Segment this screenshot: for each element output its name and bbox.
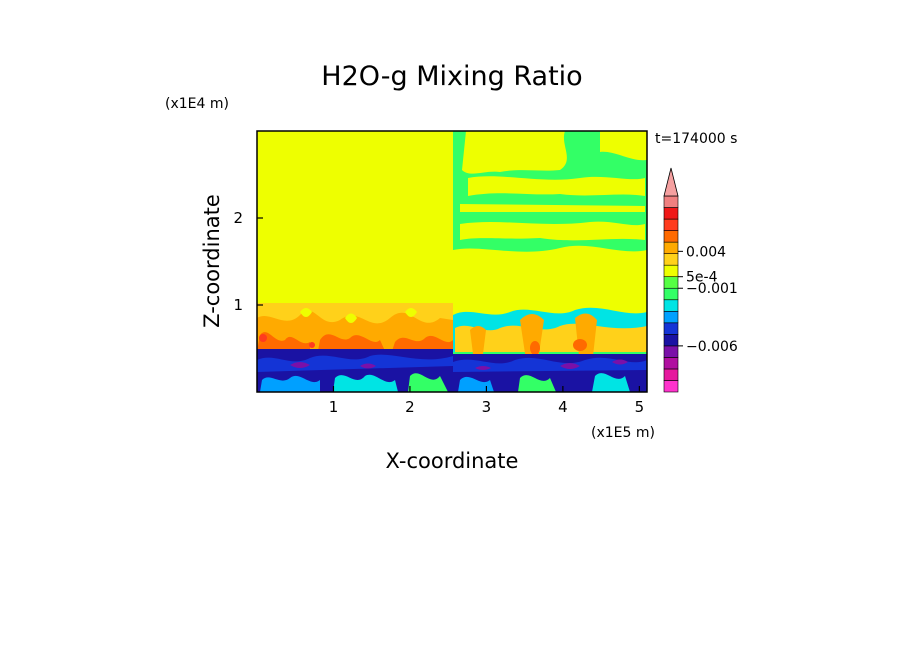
colorbar-extend-arrow — [663, 167, 679, 197]
colorbar-label: −0.006 — [686, 339, 738, 355]
x-tick-label: 1 — [329, 398, 339, 416]
colorbar-segment — [663, 310, 679, 324]
x-axis-label: X-coordinate — [386, 449, 519, 473]
dry-structures-right — [453, 357, 647, 392]
colorbar-segment — [663, 368, 679, 381]
colorbar-segment — [663, 299, 679, 312]
chart-title: H2O-g Mixing Ratio — [321, 61, 582, 92]
colorbar-segment — [663, 207, 679, 220]
time-label: t=174000 s — [655, 131, 737, 147]
colorbar-segment — [663, 218, 679, 231]
colorbar-segment — [663, 334, 679, 347]
colorbar-label: 0.004 — [686, 244, 726, 260]
colorbar-segment — [663, 380, 679, 393]
y-scale-label: (x1E4 m) — [165, 96, 229, 112]
x-tick-label: 4 — [558, 398, 568, 416]
colorbar-label: 5e-4 — [686, 270, 718, 286]
colorbar-segment — [663, 230, 679, 243]
y-tick-label: 2 — [233, 209, 243, 227]
x-tick-label: 3 — [482, 398, 492, 416]
colorbar-segment — [663, 241, 679, 254]
x-scale-label: (x1E5 m) — [591, 425, 655, 441]
y-axis-ticks: 12 — [233, 209, 263, 314]
colorbar-segment — [663, 287, 679, 301]
region-upper-left — [257, 131, 453, 307]
convective-band-right — [453, 307, 647, 360]
x-tick-label: 5 — [635, 398, 645, 416]
colorbar-segment — [663, 345, 679, 358]
colorbar-segment — [663, 195, 679, 208]
x-axis-ticks: 1 2 3 4 5 — [329, 386, 644, 416]
colorbar-segment — [663, 276, 679, 289]
yellow-streaks-right — [453, 131, 647, 330]
colorbar-label: −0.001 — [686, 281, 738, 297]
x-tick-label: 2 — [405, 398, 415, 416]
colorbar-segment — [663, 357, 679, 370]
y-tick-label: 1 — [233, 296, 243, 314]
colorbar-segment — [663, 253, 679, 266]
plot-area — [257, 131, 647, 392]
y-axis-label: Z-coordinate — [200, 194, 224, 328]
dry-structures-left — [257, 354, 453, 392]
warm-plumes — [257, 308, 453, 351]
colorbar-segment — [663, 264, 679, 278]
colorbar: 0.004 5e-4−0.001 −0.006 — [663, 167, 738, 393]
plot-frame — [256, 130, 648, 393]
colorbar-segment — [663, 322, 679, 335]
